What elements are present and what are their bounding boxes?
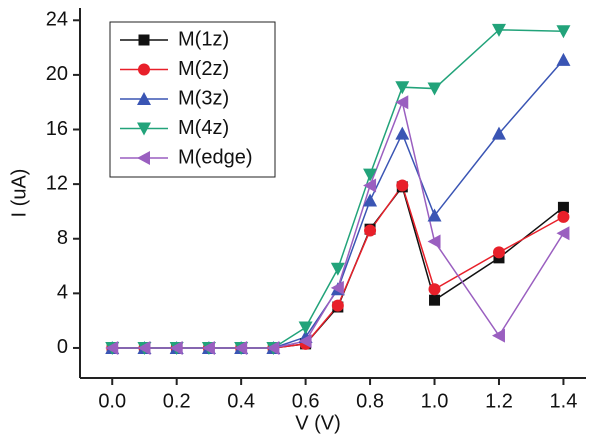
x-tick-label: 0.4 <box>227 390 255 412</box>
marker <box>491 23 506 37</box>
marker <box>556 226 570 241</box>
marker <box>330 280 344 295</box>
x-tick-label: 1.4 <box>550 390 578 412</box>
marker <box>428 283 441 296</box>
marker <box>429 294 441 306</box>
marker <box>105 340 119 355</box>
marker <box>137 151 150 165</box>
marker <box>363 193 378 207</box>
x-tick-label: 0.0 <box>98 390 126 412</box>
marker <box>556 52 571 66</box>
marker <box>201 340 215 355</box>
y-tick-label: 16 <box>46 118 68 140</box>
marker <box>234 340 248 355</box>
y-tick-label: 12 <box>46 172 68 194</box>
marker <box>330 262 345 276</box>
marker <box>427 234 441 249</box>
x-tick-label: 0.8 <box>356 390 384 412</box>
marker <box>169 340 183 355</box>
marker <box>298 321 313 335</box>
marker <box>557 210 570 223</box>
marker <box>491 126 506 140</box>
legend-label: M(4z) <box>178 117 229 139</box>
marker <box>427 208 442 222</box>
marker <box>138 34 150 46</box>
marker <box>331 299 344 312</box>
y-tick-label: 24 <box>46 9 68 31</box>
legend-label: M(1z) <box>178 28 229 50</box>
x-tick-label: 0.2 <box>163 390 191 412</box>
marker <box>363 178 377 193</box>
x-tick-label: 1.0 <box>421 390 449 412</box>
marker <box>556 25 571 39</box>
marker <box>138 63 150 76</box>
marker <box>266 340 280 355</box>
marker <box>395 95 409 110</box>
y-tick-label: 4 <box>57 282 68 304</box>
legend-label: M(2z) <box>178 58 229 80</box>
marker <box>427 82 442 96</box>
marker <box>396 179 409 192</box>
marker <box>137 92 151 105</box>
marker <box>364 224 377 237</box>
marker <box>137 122 151 136</box>
marker <box>491 328 505 343</box>
marker <box>492 246 505 259</box>
y-tick-label: 0 <box>57 336 68 358</box>
marker <box>137 340 151 355</box>
y-axis-label: I (uA) <box>8 169 30 218</box>
x-axis-label: V (V) <box>295 412 341 434</box>
y-tick-label: 20 <box>46 63 68 85</box>
marker <box>298 334 312 349</box>
x-tick-label: 1.2 <box>485 390 513 412</box>
y-tick-label: 8 <box>57 227 68 249</box>
legend-label: M(edge) <box>178 146 252 168</box>
marker <box>395 81 410 95</box>
marker <box>557 201 569 213</box>
legend-label: M(3z) <box>178 87 229 109</box>
marker <box>395 126 410 140</box>
marker <box>363 168 378 182</box>
x-tick-label: 0.6 <box>292 390 320 412</box>
